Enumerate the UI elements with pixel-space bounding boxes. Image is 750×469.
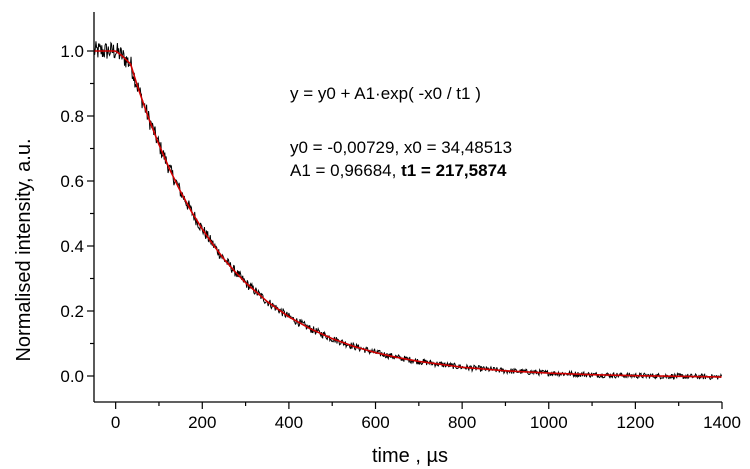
y-tick-label: 0.4 xyxy=(60,237,84,256)
x-tick-label: 1200 xyxy=(616,413,654,432)
y-axis-title: Normalised intensity, a.u. xyxy=(13,138,35,361)
x-tick-label: 1000 xyxy=(530,413,568,432)
x-tick-label: 1400 xyxy=(703,413,741,432)
plot-area xyxy=(93,41,723,381)
y-tick-label: 0.2 xyxy=(60,302,84,321)
y-tick-label: 0.6 xyxy=(60,172,84,191)
fit-params-t1: t1 = 217,5874 xyxy=(401,161,507,180)
y-tick-label: 0.8 xyxy=(60,107,84,126)
x-tick-label: 800 xyxy=(448,413,476,432)
measured-trace xyxy=(93,41,723,381)
fit-curve xyxy=(94,50,722,378)
fit-params-line-2: A1 = 0,96684, t1 = 217,5874 xyxy=(290,161,507,180)
x-tick-label: 400 xyxy=(275,413,303,432)
y-tick-label: 1.0 xyxy=(60,42,84,61)
axes xyxy=(93,12,722,403)
fit-params-line-1: y0 = -0,00729, x0 = 34,48513 xyxy=(290,138,512,157)
ticks: 0 200 400 600 800 1000 1200 1400 0.0 0.2 0.4 0.6 0.8… xyxy=(60,42,741,432)
x-axis-title: time , µs xyxy=(372,445,448,467)
x-tick-label: 600 xyxy=(361,413,389,432)
x-tick-label: 200 xyxy=(188,413,216,432)
fit-equation: y = y0 + A1·exp( -x0 / t1 ) xyxy=(290,84,481,103)
y-tick-label: 0.0 xyxy=(60,367,84,386)
fit-params-a1: A1 = 0,96684, xyxy=(290,161,401,180)
x-tick-label: 0 xyxy=(111,413,120,432)
